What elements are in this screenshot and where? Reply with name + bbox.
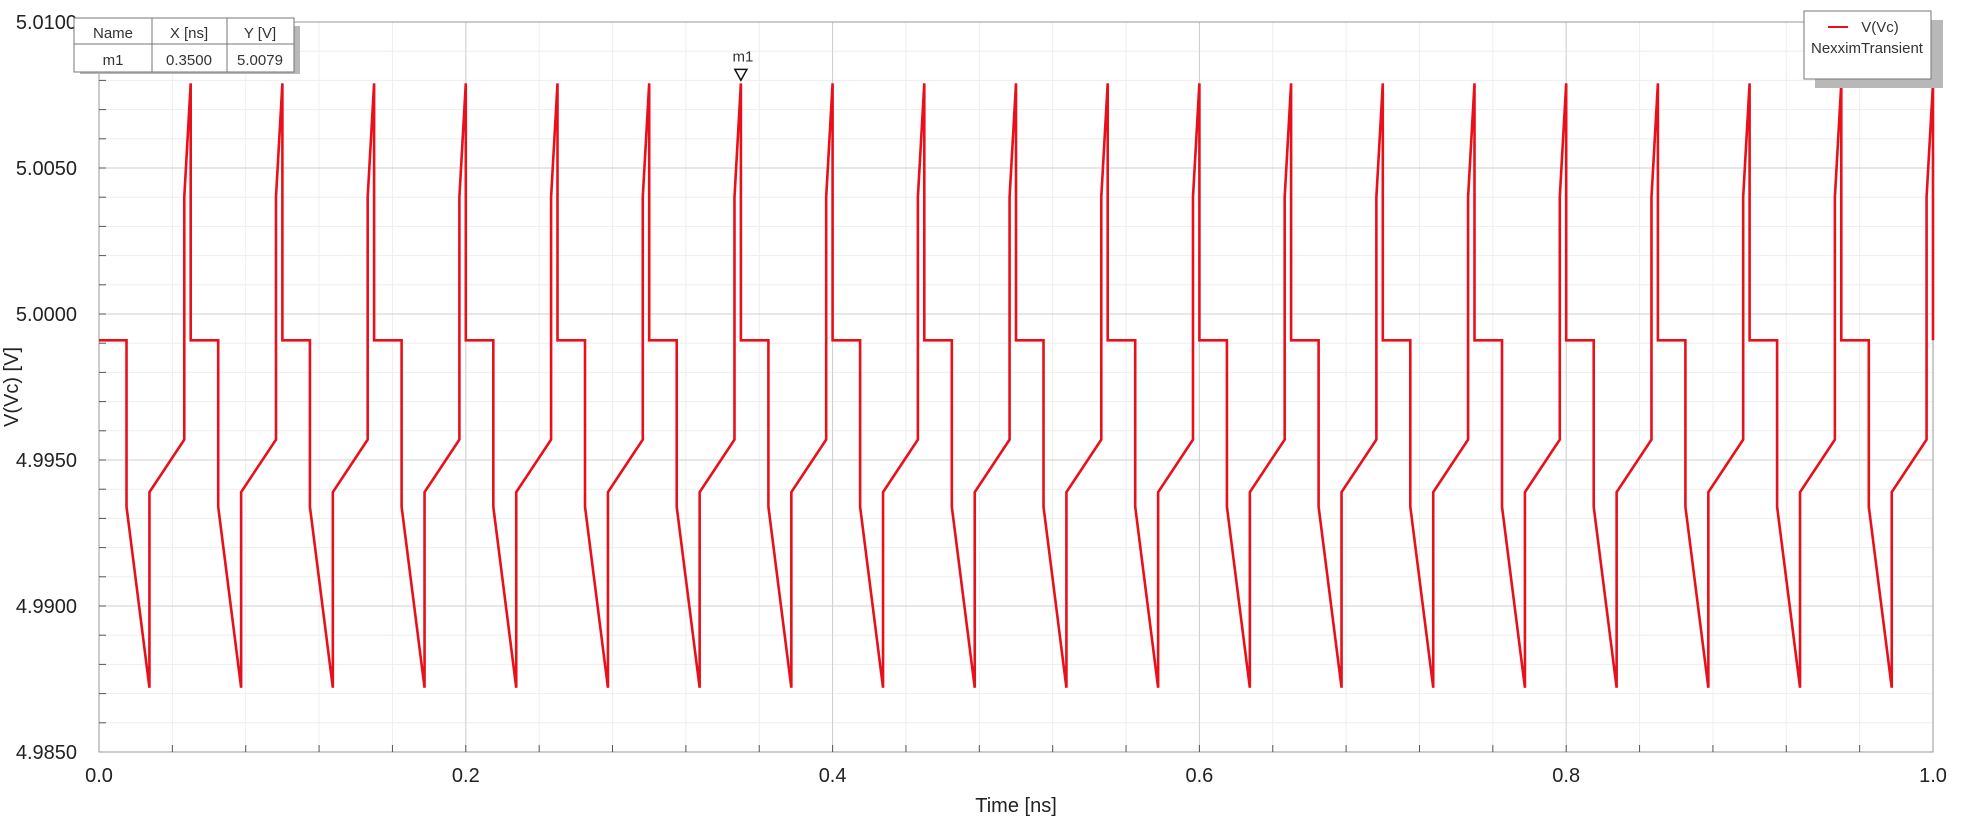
marker-table-header-x: X [ns] <box>170 25 208 42</box>
legend: V(Vc) NexximTransient <box>1803 10 1943 88</box>
legend-series-name: V(Vc) <box>1861 19 1899 36</box>
x-tick-label: 0.2 <box>452 765 480 787</box>
x-tick-label: 1.0 <box>1919 765 1947 787</box>
marker-table: Name X [ns] Y [V] m1 0.3500 5.0079 <box>73 17 300 74</box>
series-layer <box>99 83 1935 688</box>
x-tick-label: 0.4 <box>819 765 847 787</box>
y-tick-label: 4.9850 <box>16 742 77 764</box>
marker-triangle-icon <box>733 68 749 82</box>
marker-table-header-name: Name <box>93 25 133 42</box>
grid <box>98 21 1934 753</box>
y-tick-label: 4.9950 <box>16 450 77 472</box>
x-axis-title: Time [ns] <box>975 795 1057 816</box>
tick-labels: 0.0 0.2 0.4 0.6 0.8 1.0 5.0100 5.0050 5.0000 4.99… <box>16 12 1947 787</box>
marker-label: m1 <box>732 48 753 65</box>
axis-ticks <box>99 50 1861 752</box>
y-tick-label: 5.0000 <box>16 304 77 326</box>
marker-table-header-y: Y [V] <box>244 25 276 42</box>
legend-series-sublabel: NexximTransient <box>1811 40 1924 57</box>
x-tick-label: 0.8 <box>1552 765 1580 787</box>
x-tick-label: 0.6 <box>1185 765 1213 787</box>
marker-m1[interactable]: m1 <box>732 48 753 82</box>
x-tick-label: 0.0 <box>85 765 113 787</box>
y-tick-label: 5.0050 <box>16 158 77 180</box>
series-line-vvc <box>99 83 1935 688</box>
marker-table-cell-y: 5.0079 <box>237 52 283 69</box>
y-tick-label: 5.0100 <box>16 12 77 34</box>
y-tick-label: 4.9900 <box>16 596 77 618</box>
marker-table-cell-x: 0.3500 <box>166 52 212 69</box>
y-axis-title: V(Vc) [V] <box>1 347 23 427</box>
plot-area-border <box>98 21 1934 753</box>
marker-table-cell-name: m1 <box>103 52 124 69</box>
